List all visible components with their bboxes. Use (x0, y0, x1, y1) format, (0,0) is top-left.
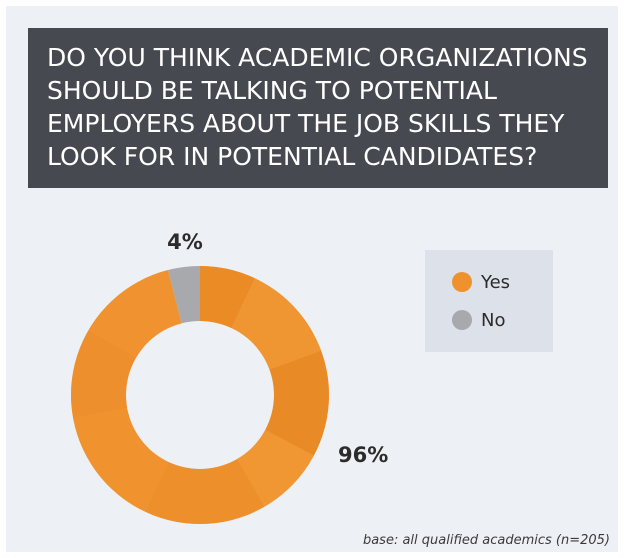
legend-item-no: No (452, 309, 505, 331)
donut-facet-5 (72, 407, 169, 512)
legend-swatch-yes (452, 272, 472, 292)
chart-title: DO YOU THINK ACADEMIC ORGANIZATIONS SHOU… (47, 43, 588, 171)
legend-swatch-no (452, 310, 472, 330)
legend: Yes No (425, 250, 553, 352)
donut-slice-no (167, 266, 200, 324)
data-label-no: 4% (167, 230, 203, 254)
legend-item-yes: Yes (452, 271, 510, 293)
donut-slice-yes (70, 266, 329, 524)
donut-facet-6 (71, 330, 136, 418)
donut-facet-7 (88, 270, 181, 358)
legend-label-yes: Yes (481, 271, 511, 293)
data-label-yes: 96% (338, 443, 388, 467)
title-banner: DO YOU THINK ACADEMIC ORGANIZATIONS SHOU… (28, 28, 608, 188)
donut-facet-2 (265, 350, 329, 456)
donut-slices (70, 266, 329, 524)
donut-facet-1 (231, 278, 322, 370)
donut-facets (71, 266, 329, 524)
donut-facet-0 (200, 266, 255, 328)
legend-label-no: No (481, 309, 506, 331)
donut-facet-3 (237, 429, 314, 507)
donut-facet-4 (145, 459, 265, 524)
footnote: base: all qualified academics (n=205) (362, 533, 610, 548)
